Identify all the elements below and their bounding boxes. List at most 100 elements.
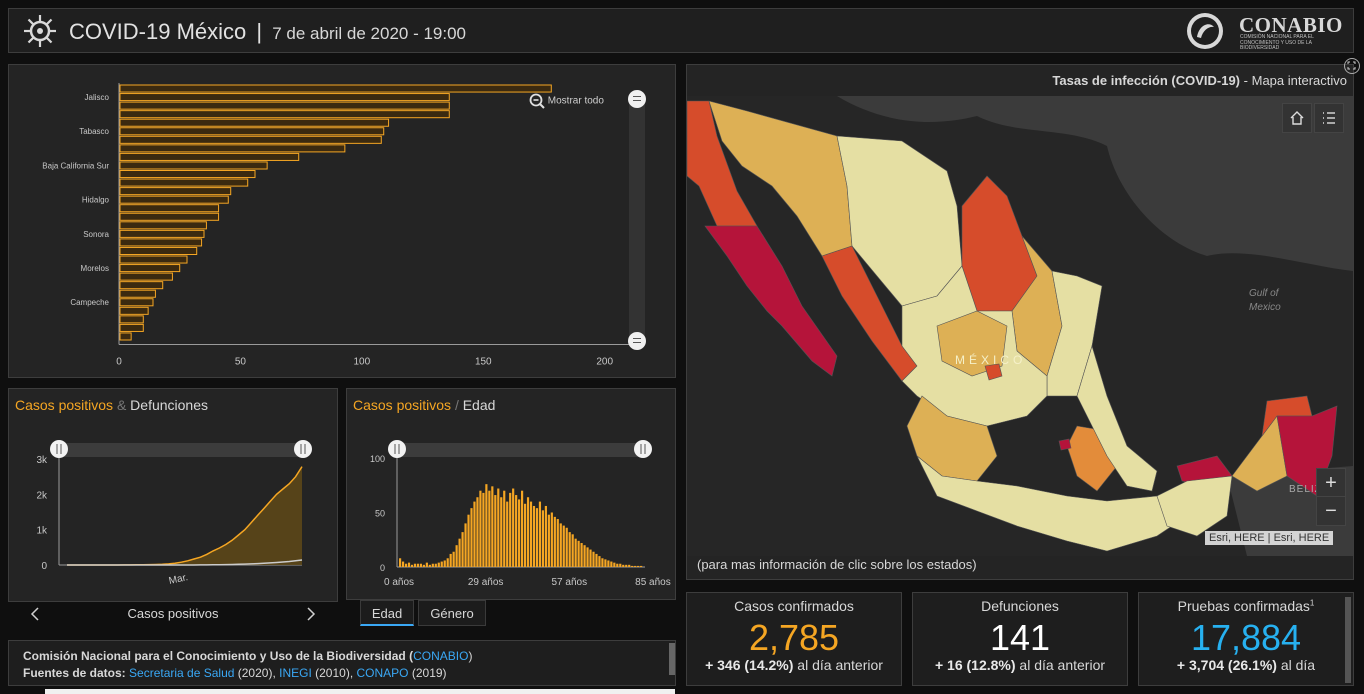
age-bar xyxy=(526,497,530,567)
map-title-sep: - xyxy=(1243,73,1248,88)
state-bar xyxy=(119,178,249,187)
age-bar xyxy=(467,514,470,567)
age-bar xyxy=(568,532,571,567)
scroll-handle-bottom[interactable] xyxy=(628,332,646,350)
age-bar xyxy=(494,495,497,567)
age-title-sep: / xyxy=(454,397,459,413)
mexico-choropleth-map[interactable]: MÉXICO Gulf of Mexico BELIZ xyxy=(687,96,1353,556)
tab-edad[interactable]: Edad xyxy=(360,600,414,626)
age-y-tick: 50 xyxy=(375,509,385,519)
age-bar xyxy=(523,503,527,567)
confirmados-label: Casos confirmados xyxy=(734,598,854,614)
age-bar xyxy=(607,560,610,567)
home-button[interactable] xyxy=(1282,103,1312,133)
bottom-strip xyxy=(45,689,675,694)
conabio-link[interactable]: CONABIO xyxy=(413,649,469,663)
zoom-out-button[interactable]: − xyxy=(1316,496,1346,526)
layer-list-button[interactable] xyxy=(1314,103,1344,133)
age-bar xyxy=(529,501,533,567)
cases-deaths-title: Casos positivos & Defunciones xyxy=(15,397,208,413)
chevron-right-icon[interactable] xyxy=(305,607,317,621)
age-bar xyxy=(419,563,423,567)
cases-title-secondary: Defunciones xyxy=(130,397,208,413)
cases-y-tick: 0 xyxy=(41,561,47,572)
age-bar xyxy=(443,560,446,567)
age-bar xyxy=(431,563,434,567)
pruebas-footnote: 1 xyxy=(1309,598,1315,608)
source-conapo-year: (2019) xyxy=(408,666,447,680)
state-bar xyxy=(119,238,203,247)
stats-scrollbar[interactable] xyxy=(1345,597,1351,683)
header-bar: COVID-19 México | 7 de abril de 2020 - 1… xyxy=(8,8,1354,53)
state-bar xyxy=(119,323,144,332)
age-bar xyxy=(640,565,643,567)
state-bar xyxy=(119,127,385,136)
vertical-scrollbar[interactable] xyxy=(629,99,645,341)
pruebas-label: Pruebas confirmadas xyxy=(1177,598,1310,614)
age-slider-handle-left[interactable] xyxy=(388,440,406,458)
age-bar xyxy=(622,564,625,567)
age-bar xyxy=(503,490,506,567)
age-bar xyxy=(497,488,500,567)
fullscreen-button[interactable] xyxy=(1344,58,1360,74)
scroll-handle-top[interactable] xyxy=(628,90,646,108)
confirmados-delta-text: al día anterior xyxy=(793,657,883,673)
age-bar xyxy=(595,553,598,567)
cases-x-tick: Mar. xyxy=(168,572,189,587)
age-bar xyxy=(583,545,586,567)
show-all-button[interactable]: Mostrar todo xyxy=(529,93,604,111)
age-x-tick: 85 años xyxy=(635,577,671,588)
title-separator: | xyxy=(256,19,263,44)
zoom-in-button[interactable]: + xyxy=(1316,468,1346,498)
bar-x-tick: 50 xyxy=(235,357,247,368)
age-bar xyxy=(619,563,622,567)
map-panel: Tasas de infección (COVID-19) - Mapa int… xyxy=(686,64,1354,580)
age-bar xyxy=(601,558,604,567)
state-bar xyxy=(119,221,207,230)
map-title: Tasas de infección (COVID-19) - Mapa int… xyxy=(1052,73,1347,88)
age-bar xyxy=(634,565,637,567)
age-bar xyxy=(586,547,589,567)
state-bar xyxy=(119,306,149,315)
age-bar xyxy=(401,561,405,567)
cases-area-chart: 0 1k 2k 3k Mar. xyxy=(36,440,312,587)
source-salud-link[interactable]: Secretaria de Salud xyxy=(129,666,235,680)
state-bar xyxy=(119,332,132,341)
age-range-slider xyxy=(397,443,645,457)
chevron-left-icon[interactable] xyxy=(29,607,41,621)
defunciones-delta-value: + 16 (12.8%) xyxy=(934,657,1016,673)
age-bar xyxy=(532,505,536,567)
cdmx-state xyxy=(1058,438,1072,451)
cases-title-primary: Casos positivos xyxy=(15,397,114,413)
cases-slider-handle-right[interactable] xyxy=(294,440,312,458)
state-bar-label: Tabasco xyxy=(79,127,109,136)
age-bar xyxy=(482,492,485,567)
footer-scrollbar[interactable] xyxy=(669,643,675,675)
age-bar xyxy=(509,492,512,567)
cases-range-slider xyxy=(59,443,302,457)
age-slider-handle-right[interactable] xyxy=(634,440,652,458)
age-bar xyxy=(544,505,547,567)
source-inegi-link[interactable]: INEGI xyxy=(279,666,312,680)
pruebas-delta-text: al día xyxy=(1276,657,1316,673)
cases-area xyxy=(67,466,302,565)
cases-y-tick: 3k xyxy=(36,455,48,466)
age-bar xyxy=(613,562,616,567)
sources-label: Fuentes de datos: xyxy=(23,666,130,680)
age-bar xyxy=(458,538,461,567)
home-icon xyxy=(1290,111,1304,125)
cases-slider-handle-left[interactable] xyxy=(50,440,68,458)
state-bar-label: Morelos xyxy=(81,264,109,273)
stat-confirmados: Casos confirmados 2,785 + 346 (14.2%) al… xyxy=(686,592,902,686)
bar-x-tick: 100 xyxy=(354,357,371,368)
age-bar xyxy=(559,523,562,567)
source-conapo-link[interactable]: CONAPO xyxy=(356,666,409,680)
age-bar xyxy=(407,562,411,567)
list-icon xyxy=(1323,112,1335,124)
cases-title-sep: & xyxy=(116,397,127,413)
age-bar xyxy=(428,564,431,567)
age-bar xyxy=(399,558,402,567)
age-bar xyxy=(541,510,545,567)
tab-genero[interactable]: Género xyxy=(418,600,486,626)
state-bar xyxy=(119,315,144,324)
